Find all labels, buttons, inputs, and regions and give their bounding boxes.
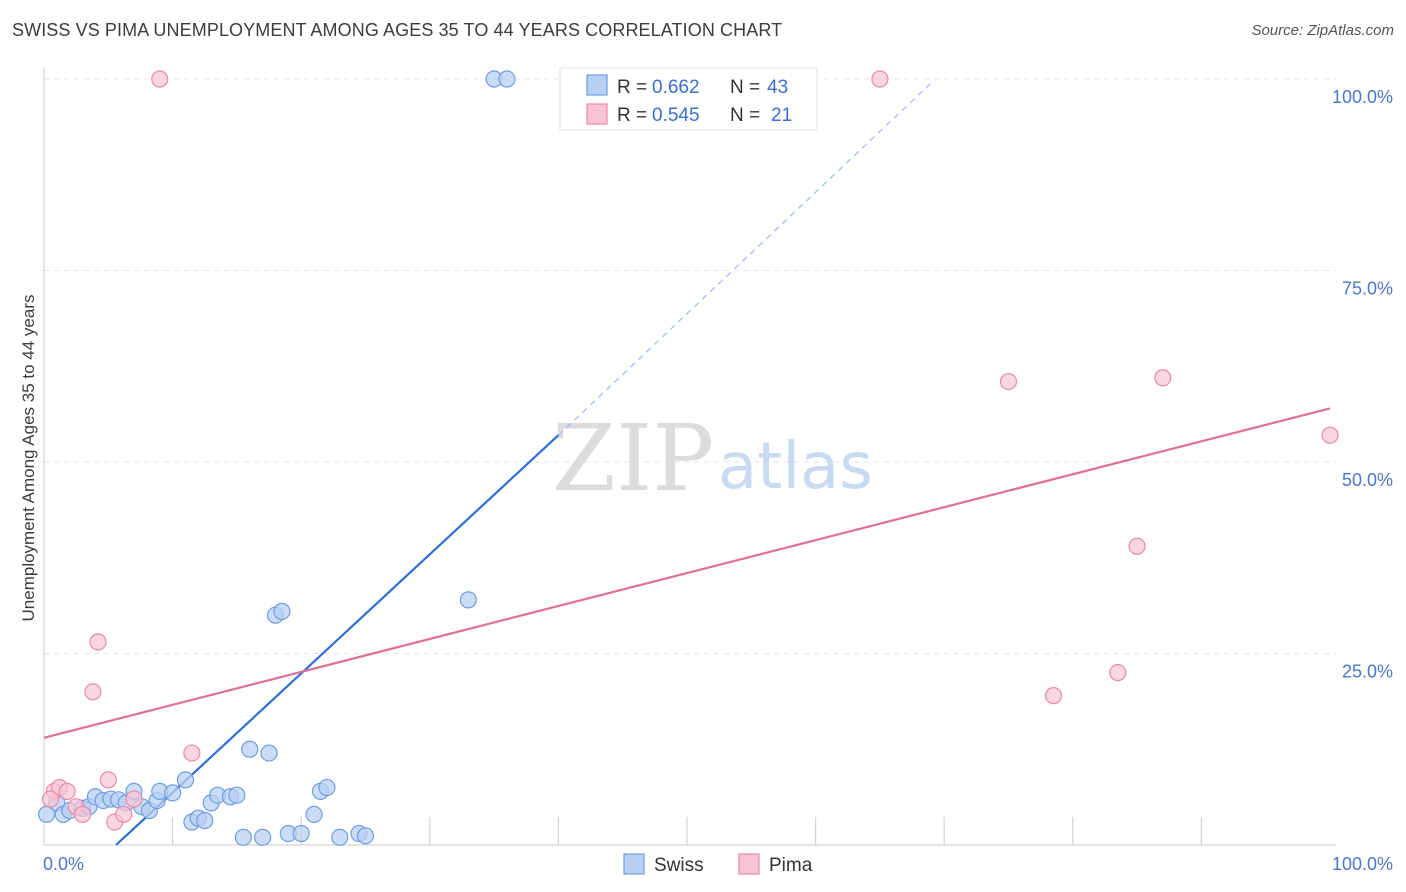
y-tick-labels: 25.0% 50.0% 75.0% 100.0% (1332, 87, 1393, 682)
stats-pima-r-value: 0.545 (652, 105, 700, 126)
point-swiss (241, 740, 259, 758)
watermark-zip: ZIP (552, 405, 714, 512)
stats-swatch-pima (586, 103, 608, 125)
point-pima (999, 372, 1018, 391)
point-pima (151, 70, 169, 88)
point-swiss (318, 778, 336, 797)
point-pima (1044, 687, 1063, 705)
y-tick-label: 75.0% (1342, 279, 1393, 299)
source-label: Source: ZipAtlas.com (1251, 22, 1394, 39)
point-swiss (292, 824, 310, 843)
point-swiss (234, 828, 252, 846)
point-swiss (164, 784, 182, 802)
legend: Swiss Pima (623, 853, 813, 876)
point-pima (1154, 369, 1172, 387)
point-pima (115, 805, 133, 823)
trendline-pima (43, 407, 1331, 739)
stats-swiss-n-value: 43 (767, 77, 788, 98)
stats-swatch-swiss (586, 74, 608, 96)
point-swiss (228, 786, 246, 804)
x-tick-label: 0.0% (43, 854, 84, 874)
legend-swatch-pima (738, 853, 760, 875)
series-pima (41, 70, 1339, 831)
watermark: ZIP atlas (552, 405, 873, 512)
point-pima (871, 70, 889, 88)
point-pima (1128, 537, 1146, 555)
point-pima (183, 744, 201, 762)
point-swiss (459, 591, 477, 609)
point-pima (1321, 426, 1339, 444)
point-swiss (254, 828, 272, 846)
point-swiss (305, 805, 323, 823)
stats-pima-n-label: N = (730, 105, 760, 126)
y-axis-label: Unemployment Among Ages 35 to 44 years (19, 295, 38, 622)
point-pima (1109, 664, 1127, 682)
point-swiss (196, 811, 214, 830)
legend-label-swiss: Swiss (654, 855, 704, 876)
y-tick-label: 50.0% (1342, 470, 1393, 490)
stats-pima-n-value: 21 (771, 105, 792, 126)
stats-swiss-r-label: R = (617, 77, 647, 98)
point-pima (58, 782, 76, 800)
stats-swiss-n-label: N = (730, 77, 760, 98)
point-pima (89, 633, 107, 651)
stats-pima-r-label: R = (617, 105, 647, 126)
point-pima (84, 683, 102, 701)
legend-swatch-swiss (623, 853, 645, 875)
trendline-swiss-extension (557, 82, 932, 436)
stats-swiss-r-value: 0.662 (652, 77, 700, 98)
x-tick-label: 100.0% (1332, 854, 1393, 874)
chart-title: SWISS VS PIMA UNEMPLOYMENT AMONG AGES 35… (12, 20, 783, 40)
point-pima (41, 790, 60, 808)
legend-label-pima: Pima (769, 855, 813, 876)
x-tick-labels: 0.0% 100.0% (43, 854, 1393, 874)
y-tick-label: 25.0% (1342, 662, 1393, 682)
point-swiss (273, 602, 291, 620)
point-swiss (498, 70, 516, 88)
point-swiss (260, 744, 278, 762)
point-swiss (176, 771, 195, 789)
point-pima (99, 771, 117, 789)
series-swiss (37, 70, 516, 846)
point-pima (73, 805, 92, 823)
watermark-atlas: atlas (718, 430, 873, 504)
point-swiss (331, 828, 349, 846)
y-tick-label: 100.0% (1332, 87, 1393, 107)
point-swiss (356, 827, 375, 845)
point-pima (125, 790, 143, 808)
stats-box: R = 0.662 N = 43 R = 0.545 N = 21 (559, 67, 818, 131)
